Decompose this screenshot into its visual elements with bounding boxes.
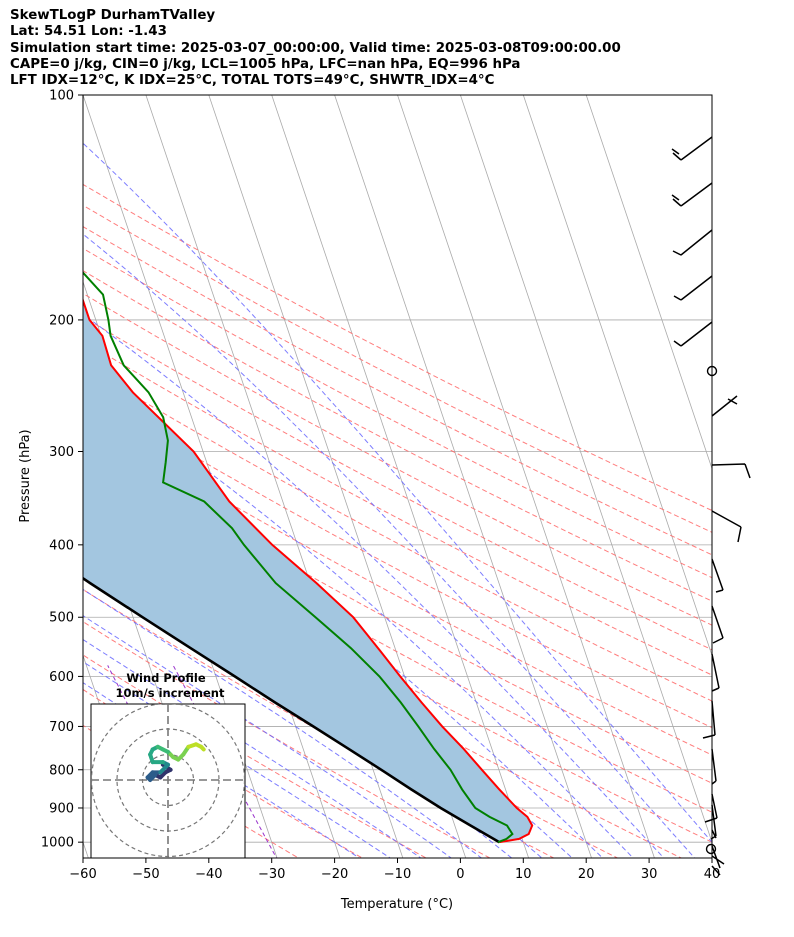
wind-barb — [673, 275, 713, 301]
y-tick-label: 1000 — [41, 836, 74, 851]
y-axis-label: Pressure (hPa) — [18, 429, 33, 522]
chart-title: SkewTLogP DurhamTValley — [10, 8, 216, 23]
x-tick-label: 20 — [578, 867, 595, 882]
dry-adiabat — [83, 270, 712, 602]
calm-wind-marker — [705, 843, 717, 855]
chart-header: SkewTLogP DurhamTValley Lat: 54.51 Lon: … — [10, 8, 621, 89]
x-axis-label: Temperature (°C) — [340, 897, 453, 912]
location-line: Lat: 54.51 Lon: -1.43 — [10, 24, 167, 40]
time-line: Simulation start time: 2025-03-07_00:00:… — [10, 40, 621, 56]
y-tick-label: 300 — [49, 445, 74, 460]
x-tick-label: −50 — [132, 867, 159, 882]
isotherm-line — [334, 95, 592, 858]
wind-barb — [711, 845, 725, 876]
x-tick-label: 10 — [515, 867, 532, 882]
x-tick-label: −60 — [69, 867, 96, 882]
y-tick-label: 200 — [49, 313, 74, 328]
dry-adiabat — [83, 226, 712, 556]
wind-barb — [710, 804, 717, 840]
x-tick-label: −40 — [195, 867, 222, 882]
hodograph-title: Wind Profile — [126, 671, 206, 685]
wind-barb — [711, 653, 720, 692]
moist-adiabat — [83, 588, 483, 858]
y-tick-label: 800 — [49, 763, 74, 778]
dry-adiabat — [83, 688, 364, 858]
y-tick-label: 900 — [49, 801, 74, 816]
wind-barb — [711, 510, 742, 543]
x-tick-label: 30 — [641, 867, 658, 882]
cape-line: CAPE=0 j/kg, CIN=0 j/kg, LCL=1005 hPa, L… — [10, 56, 521, 72]
calm-wind-marker — [706, 365, 718, 377]
isotherm-line — [585, 95, 712, 470]
hodograph-subtitle: 10m/s increment — [116, 686, 225, 700]
y-tick-label: 500 — [49, 611, 74, 626]
x-tick-label: 0 — [456, 867, 464, 882]
wind-barbs — [671, 136, 751, 876]
dewpoint-line — [83, 271, 514, 844]
x-tick-label: 40 — [704, 867, 721, 882]
moist-adiabat — [83, 313, 665, 858]
y-tick-label: 400 — [49, 538, 74, 553]
hodograph-inset: Wind Profile 10m/s increment — [90, 671, 246, 859]
wind-barb — [702, 700, 716, 739]
wind-barb — [672, 229, 713, 256]
wind-barb — [671, 136, 713, 161]
isotherm-line — [83, 840, 89, 858]
y-tick-label: 100 — [49, 89, 74, 104]
isotherm-line — [459, 95, 712, 844]
moist-adiabat — [83, 638, 422, 858]
dry-adiabat — [83, 183, 712, 512]
x-tick-label: −20 — [321, 867, 348, 882]
indices-line: LFT IDX=12°C, K IDX=25°C, TOTAL TOTS=49°… — [10, 73, 495, 89]
moist-adiabat — [83, 682, 361, 858]
hodograph-trace-segment — [199, 744, 206, 752]
moist-adiabat — [83, 615, 453, 858]
cape-cin-fill — [83, 300, 533, 843]
chart-axes: −60 −50 −40 −30 −20 −10 0 10 20 30 40 1000 900 800 700… — [41, 89, 720, 883]
parcel-profile-line — [83, 576, 501, 844]
moist-adiabat — [83, 438, 604, 858]
isotherm-line — [522, 95, 712, 657]
moist-adiabat — [83, 661, 392, 858]
isotherm-line — [397, 95, 655, 858]
dry-adiabat — [83, 470, 712, 813]
isotherm-line — [271, 95, 530, 858]
wind-barb — [673, 321, 713, 347]
wind-barb — [671, 182, 713, 207]
dry-adiabat — [83, 364, 712, 702]
x-tick-label: −30 — [258, 867, 285, 882]
moist-adiabat — [83, 233, 696, 858]
wind-barb — [704, 793, 718, 823]
wind-barb — [711, 463, 751, 479]
dry-adiabat — [83, 316, 712, 651]
x-tick-label: −10 — [384, 867, 411, 882]
wind-barb — [711, 605, 724, 644]
dry-adiabat — [83, 621, 491, 858]
wind-barb — [711, 395, 738, 417]
y-tick-label: 600 — [49, 670, 74, 685]
chart-series — [83, 271, 534, 844]
temperature-line — [83, 297, 534, 844]
y-tick-label: 700 — [49, 720, 74, 735]
wind-barb — [711, 558, 724, 593]
wind-barb — [711, 748, 717, 785]
